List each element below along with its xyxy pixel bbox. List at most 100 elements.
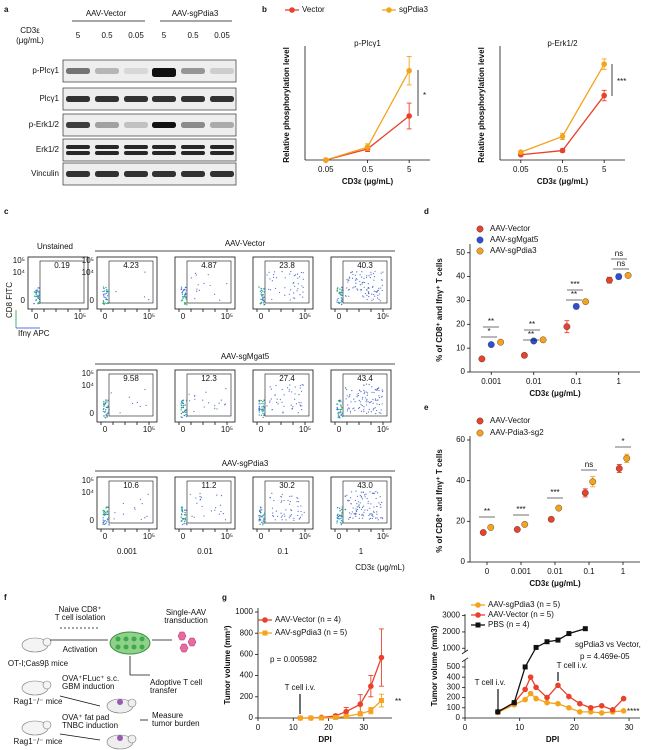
event-dot — [262, 302, 265, 304]
legend-label: AAV-Pdia3-sg2 — [490, 428, 544, 437]
event-dot — [185, 409, 188, 411]
event-dot — [376, 409, 378, 412]
event-dot — [38, 297, 40, 300]
event-dot — [348, 295, 350, 297]
event-dot — [284, 294, 286, 296]
event-dot — [342, 415, 344, 417]
annotation: ns — [615, 249, 623, 258]
event-dot — [102, 517, 104, 519]
event-dot — [356, 506, 358, 508]
event-dot — [182, 289, 185, 291]
event-dot — [379, 300, 381, 302]
chart-title: p-Erk1/2 — [547, 39, 578, 48]
legend-label: AAV-Vector (n = 4) — [275, 615, 341, 624]
event-dot — [181, 509, 183, 512]
point — [555, 700, 561, 707]
event-dot — [106, 302, 108, 305]
event-dot — [376, 389, 379, 391]
band — [95, 171, 119, 177]
event-dot — [370, 400, 372, 403]
point — [527, 690, 534, 697]
event-dot — [184, 286, 187, 289]
event-dot — [182, 290, 184, 292]
event-dot — [296, 290, 298, 292]
event-dot — [371, 391, 373, 393]
event-dot — [225, 388, 227, 390]
point — [533, 644, 539, 650]
band — [95, 96, 119, 102]
event-dot — [371, 513, 373, 515]
event-dot — [350, 513, 352, 515]
event-dot — [359, 389, 361, 391]
event-dot — [146, 515, 148, 517]
event-dot — [262, 520, 264, 522]
schematic-label: Single-AAV — [166, 608, 207, 617]
event-dot — [224, 519, 227, 521]
event-dot — [366, 394, 368, 396]
flow-y-tick: 0 — [90, 409, 95, 418]
event-dot — [298, 401, 300, 404]
event-dot — [370, 274, 372, 276]
event-dot — [287, 499, 289, 501]
event-dot — [373, 511, 375, 514]
blot-frame — [62, 87, 237, 111]
event-dot — [289, 384, 291, 386]
event-dot — [341, 298, 343, 300]
event-dot — [340, 400, 342, 402]
event-dot — [375, 497, 377, 500]
event-dot — [280, 501, 282, 503]
event-dot — [337, 287, 339, 289]
event-dot — [281, 401, 283, 403]
event-dot — [128, 396, 130, 398]
x-tick-label: 0.01 — [547, 567, 563, 576]
annotation: ** — [488, 317, 494, 326]
point — [615, 273, 623, 281]
event-dot — [281, 271, 283, 273]
gate — [108, 480, 154, 524]
event-dot — [352, 507, 354, 509]
event-dot — [370, 271, 372, 273]
event-dot — [185, 415, 188, 418]
schematic-label: TNBC induction — [62, 721, 118, 730]
event-dot — [104, 416, 106, 419]
event-dot — [302, 291, 304, 293]
column-label: 0.01 — [197, 547, 213, 556]
flow-frame — [174, 369, 236, 423]
event-dot — [280, 500, 283, 502]
band — [66, 151, 90, 155]
event-dot — [280, 516, 282, 518]
event-dot — [337, 400, 340, 402]
event-dot — [264, 303, 266, 306]
event-dot — [369, 277, 371, 279]
event-dot — [346, 410, 348, 412]
event-dot — [106, 288, 108, 291]
y-tick-label: 20 — [456, 516, 465, 525]
event-dot — [258, 510, 261, 512]
event-dot — [198, 289, 200, 291]
event-dot — [261, 521, 263, 524]
event-dot — [362, 281, 364, 283]
point — [478, 355, 486, 363]
mouse-head — [42, 720, 52, 730]
event-dot — [37, 295, 39, 297]
event-dot — [336, 290, 338, 292]
event-dot — [263, 288, 265, 290]
event-dot — [340, 408, 343, 410]
event-dot — [373, 506, 375, 508]
event-dot — [103, 295, 105, 297]
gate — [108, 373, 154, 417]
event-dot — [294, 398, 296, 400]
event-dot — [220, 510, 222, 513]
event-dot — [34, 295, 36, 297]
legend-marker — [262, 617, 268, 623]
point — [308, 715, 314, 721]
event-dot — [340, 303, 343, 306]
event-dot — [200, 496, 202, 498]
point — [598, 702, 605, 709]
event-dot — [189, 493, 191, 495]
event-dot — [339, 401, 341, 403]
event-dot — [300, 271, 303, 274]
event-dot — [38, 287, 41, 289]
point — [544, 699, 550, 706]
event-dot — [184, 404, 186, 406]
